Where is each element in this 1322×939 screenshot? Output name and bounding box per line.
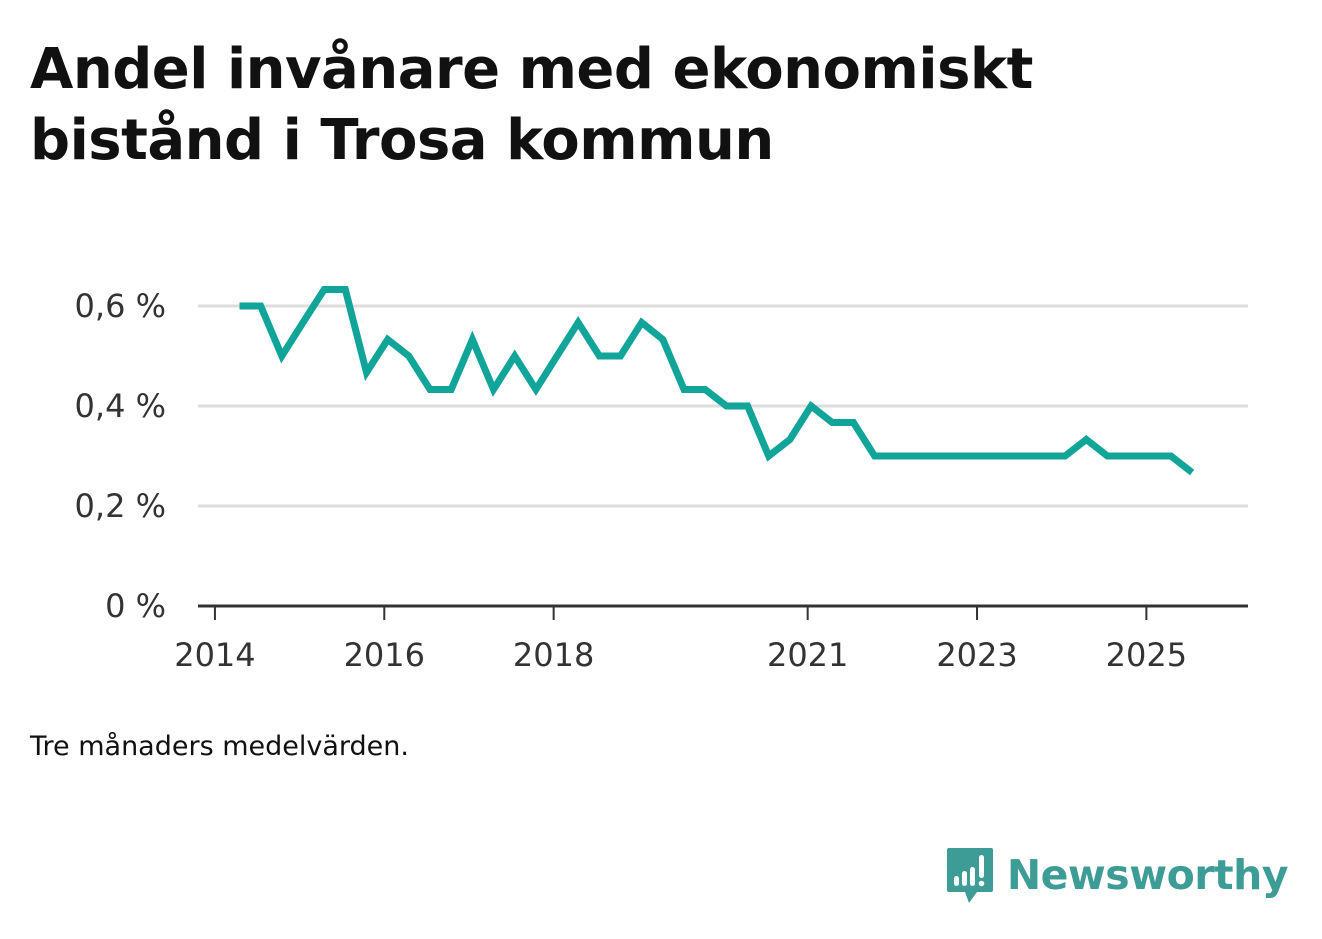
x-tick-label: 2014 — [174, 636, 255, 674]
x-tick-label: 2025 — [1106, 636, 1187, 674]
y-tick-label: 0,2 % — [75, 487, 166, 525]
y-tick-label: 0 % — [105, 587, 166, 625]
series-line — [239, 286, 1195, 476]
x-axis-ticks: 2014 2016 2018 2021 2023 2025 — [174, 606, 1187, 674]
newsworthy-logo-icon — [946, 848, 993, 903]
y-tick-label: 0,4 % — [75, 387, 166, 425]
chart-note: Tre månaders medelvärden. — [30, 731, 409, 762]
y-axis-ticks: 0 % 0,2 % 0,4 % 0,6 % — [75, 287, 166, 625]
chart-title: Andel invånare med ekonomiskt bistånd i … — [30, 37, 1033, 173]
y-tick-label: 0,6 % — [75, 287, 166, 325]
brand-name: Newsworthy — [1006, 851, 1289, 899]
brand-logo: Newsworthy — [945, 846, 1289, 904]
series-lines — [239, 286, 1195, 476]
line-chart: 0 %0,2 %0,4 %0,6 % 2014 2016 2018 2021 2023 2… — [75, 286, 1248, 674]
x-tick-label: 2023 — [936, 636, 1017, 674]
x-tick-label: 2021 — [767, 636, 848, 674]
x-tick-label: 2016 — [344, 636, 425, 674]
x-tick-label: 2018 — [513, 636, 594, 674]
